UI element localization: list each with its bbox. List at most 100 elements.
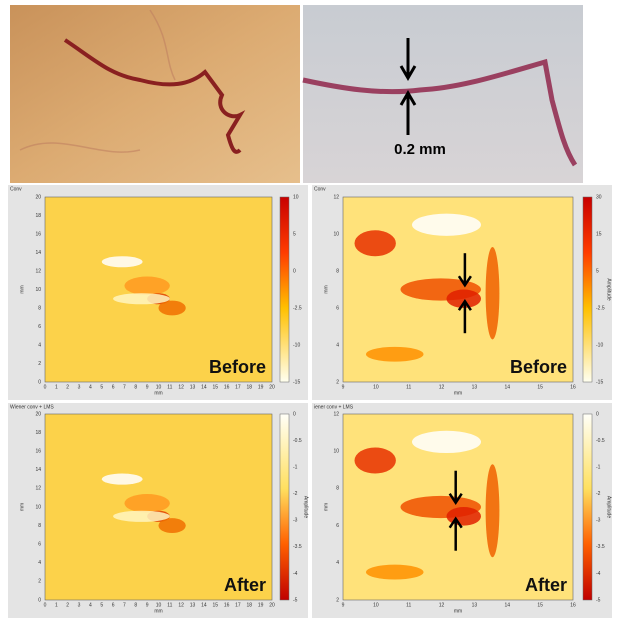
x-tick-label: 8 (134, 602, 137, 608)
panel-title: Conv (314, 186, 326, 192)
x-tick-label: 10 (156, 602, 162, 608)
colorbar-tick-label: -3 (596, 518, 601, 524)
y-tick-label: 12 (333, 194, 339, 200)
x-tick-label: 18 (247, 602, 253, 608)
y-tick-label: 0 (38, 597, 41, 603)
colorbar-tick-label: -1 (293, 464, 298, 470)
x-tick-label: 20 (269, 602, 275, 608)
x-tick-label: 0 (44, 602, 47, 608)
colorbar-tick-label: -15 (596, 379, 603, 385)
photo-after (303, 5, 583, 183)
colorbar (582, 413, 593, 601)
x-tick-label: 17 (235, 384, 241, 390)
arrow (457, 275, 472, 288)
arrow (448, 516, 463, 529)
heatmap-feature (412, 213, 481, 236)
heatmap-feature (158, 518, 186, 534)
arrow (457, 298, 472, 311)
x-tick-label: 15 (537, 602, 543, 608)
y-tick-label: 10 (35, 287, 41, 293)
y-tick-label: 18 (35, 213, 41, 219)
colorbar-tick-label: -10 (596, 342, 603, 348)
colorbar-label: Amplitude (606, 496, 612, 518)
y-tick-label: 8 (38, 523, 41, 529)
x-tick-label: 4 (89, 384, 92, 390)
heatmap-feature (485, 246, 500, 340)
x-tick-label: 12 (439, 384, 445, 390)
x-tick-label: 6 (112, 602, 115, 608)
y-tick-label: 4 (336, 560, 339, 566)
colorbar-tick-label: -2.5 (293, 305, 302, 311)
y-tick-label: 20 (35, 194, 41, 200)
x-tick-label: 10 (373, 384, 379, 390)
heatmap-feature (101, 473, 143, 485)
y-tick-label: 6 (38, 324, 41, 330)
y-tick-label: 8 (336, 268, 339, 274)
colorbar-tick-label: -10 (293, 342, 300, 348)
arrow (448, 493, 463, 505)
panel-title: Wiener conv + LMS (10, 404, 54, 410)
y-tick-label: 4 (38, 342, 41, 348)
y-tick-label: 2 (38, 361, 41, 367)
colorbar-tick-label: -2 (596, 491, 601, 497)
colorbar-tick-label: -3.5 (596, 544, 605, 550)
vessel (63, 38, 246, 154)
x-tick-label: 7 (123, 602, 126, 608)
x-tick-label: 16 (224, 602, 230, 608)
x-axis-label: mm (454, 608, 462, 614)
y-axis-label: mm (323, 285, 329, 293)
x-tick-label: 14 (201, 602, 207, 608)
colorbar-tick-label: 30 (596, 194, 602, 200)
colorbar-tick-label: 10 (293, 194, 299, 200)
x-tick-label: 11 (167, 384, 172, 390)
y-tick-label: 12 (333, 411, 339, 417)
panel-title: iener conv + LMS (314, 404, 354, 410)
heatmap-feature (158, 300, 186, 316)
x-tick-label: 0 (44, 384, 47, 390)
x-tick-label: 9 (342, 602, 345, 608)
colorbar-tick-label: -3 (293, 518, 298, 524)
x-tick-label: 12 (439, 602, 445, 608)
y-tick-label: 2 (336, 379, 339, 385)
x-tick-label: 15 (537, 384, 543, 390)
y-tick-label: 2 (336, 597, 339, 603)
y-tick-label: 12 (35, 486, 41, 492)
x-tick-label: 15 (212, 384, 218, 390)
x-tick-label: 1 (55, 602, 58, 608)
x-tick-label: 13 (472, 602, 478, 608)
colorbar-tick-label: 15 (596, 231, 602, 237)
x-tick-label: 14 (505, 602, 511, 608)
heatmap-feature (412, 430, 481, 454)
plot-frame (44, 196, 273, 383)
panel-label: Before (209, 357, 266, 377)
x-axis-label: mm (154, 390, 162, 396)
colorbar-tick-label: 5 (293, 231, 296, 237)
y-tick-label: 2 (38, 579, 41, 585)
x-tick-label: 12 (178, 384, 184, 390)
x-tick-label: 14 (505, 384, 511, 390)
heatmap-feature (446, 289, 481, 308)
heatmap-feature (113, 293, 170, 305)
photo-before (10, 5, 300, 183)
heatmap-feature (113, 510, 170, 522)
y-tick-label: 10 (333, 231, 339, 237)
x-tick-label: 6 (112, 384, 115, 390)
y-tick-label: 0 (38, 379, 41, 385)
y-tick-label: 4 (336, 342, 339, 348)
colorbar-tick-label: -4 (596, 571, 601, 577)
x-tick-label: 18 (247, 384, 253, 390)
x-tick-label: 9 (146, 602, 149, 608)
heatmap-feature (101, 256, 143, 268)
x-tick-label: 9 (342, 384, 345, 390)
colorbar-tick-label: -15 (293, 379, 300, 385)
x-tick-label: 13 (190, 384, 196, 390)
x-tick-label: 5 (100, 602, 103, 608)
colorbar-tick-label: 5 (596, 268, 599, 274)
x-tick-label: 4 (89, 602, 92, 608)
heatmap-feature (366, 346, 424, 362)
colorbar-tick-label: -4 (293, 571, 298, 577)
scale-label: 0.2 mm (394, 141, 446, 158)
plot-frame (44, 413, 273, 601)
colorbar-tick-label: -2 (293, 491, 298, 497)
